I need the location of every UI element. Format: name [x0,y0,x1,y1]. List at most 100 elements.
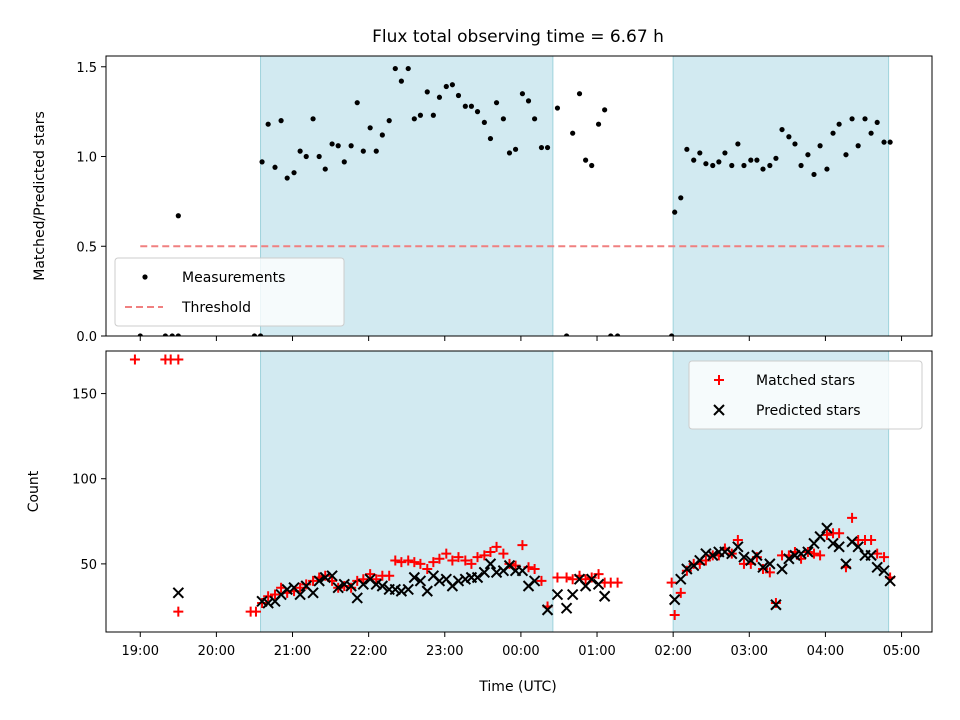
measurement-point [614,333,621,336]
measurement-point [576,91,583,97]
series-measurements [137,65,893,336]
measurement-point [462,103,468,109]
predicted-star-point [326,570,338,582]
matched-star-point [586,572,597,583]
measurement-point [169,333,175,336]
y-tick-label: 100 [72,473,97,488]
predicted-star-point [675,573,687,585]
measurement-point [602,107,608,113]
measurement-point [137,333,143,336]
measurement-point [265,121,271,127]
predicted-star-point [852,541,864,553]
predicted-star-point [262,597,274,609]
matched-star-point [453,552,464,563]
measurement-point [443,83,449,90]
legend-label: Matched stars [756,373,855,389]
predicted-star-point [821,522,833,534]
measurement-point [563,333,570,336]
legend: Matched stars Predicted stars [688,360,923,430]
measurement-point [779,126,785,133]
measurement-point [272,164,278,170]
predicted-star-point [414,575,427,587]
measurement-point [754,157,760,163]
predicted-star-point [827,537,839,550]
measurement-point [691,157,697,163]
predicted-star-point [490,566,503,579]
measurement-point [449,82,455,88]
measurement-point [481,119,487,126]
measurement-point [354,100,360,106]
matched-star-point [173,354,184,365]
measurement-point [544,144,551,151]
measurement-point [175,213,181,219]
measurement-point [424,89,430,95]
y-tick-label: 0.5 [76,240,97,255]
x-tick-label: 00:00 [502,644,539,659]
measurement-point [360,148,366,154]
measurement-point [729,162,735,169]
measurement-point [487,135,494,142]
legend-box [688,360,923,430]
matched-star-point [422,563,433,574]
predicted-star-point [313,575,325,587]
measurement-point [251,333,258,336]
matched-star-point [301,579,312,590]
measurement-point [506,150,513,156]
matched-star-point [384,570,395,581]
plot-area [129,354,896,620]
measurement-point [595,121,602,127]
predicted-star-point [376,580,389,592]
x-tick-label: 03:00 [731,644,768,659]
predicted-star-point [878,564,890,577]
predicted-star-point [478,566,491,579]
predicted-star-point [345,580,357,592]
measurement-point [538,144,545,151]
predicted-star-point [592,578,605,591]
measurement-point [583,157,589,163]
matched-star-point [552,572,563,583]
matched-star-point [447,555,458,566]
matched-star-point [263,591,274,602]
measurement-point [278,118,284,124]
observing-window-band [672,55,890,337]
measurement-point [392,65,398,72]
matched-star-point [675,587,686,598]
x-tick-label: 21:00 [274,644,311,659]
measurement-point [335,143,341,149]
measurement-point [405,65,411,72]
measurement-point [411,116,417,122]
measurement-point [672,209,678,215]
measurement-point [868,130,874,136]
matched-star-point [460,555,471,566]
matched-star-point [466,558,477,569]
matched-star-point [580,574,591,585]
measurement-point [386,118,392,124]
x-axis-label: Time (UTC) [478,679,556,695]
predicted-star-point [783,553,795,565]
predicted-star-point [802,546,814,558]
matched-star-point [320,570,331,581]
legend-label: Threshold [181,300,251,316]
x-tick-label: 22:00 [350,644,387,659]
matched-star-point [415,558,426,569]
measurement-point [767,162,773,169]
predicted-star-point [884,575,896,587]
matched-star-point [498,548,509,559]
predicted-star-point [338,578,350,591]
x-tick-label: 20:00 [198,644,235,659]
matched-star-point [409,557,420,568]
predicted-star-point [172,587,185,599]
matched-star-point [764,567,775,578]
measurement-point [291,170,297,176]
predicted-star-point [707,549,719,562]
matched-star-point [681,565,692,576]
measurement-point [303,153,309,160]
matched-star-point [561,572,572,583]
measurement-point [519,91,526,97]
measurement-point [684,146,690,152]
x-tick-label: 23:00 [426,644,463,659]
measurement-point [500,116,506,122]
matched-star-point [567,574,578,585]
predicted-star-point [471,571,484,584]
plot-layer: 0.0 0.5 1.0 1.5 Matched/Predicted stars Measu… [26,55,933,659]
